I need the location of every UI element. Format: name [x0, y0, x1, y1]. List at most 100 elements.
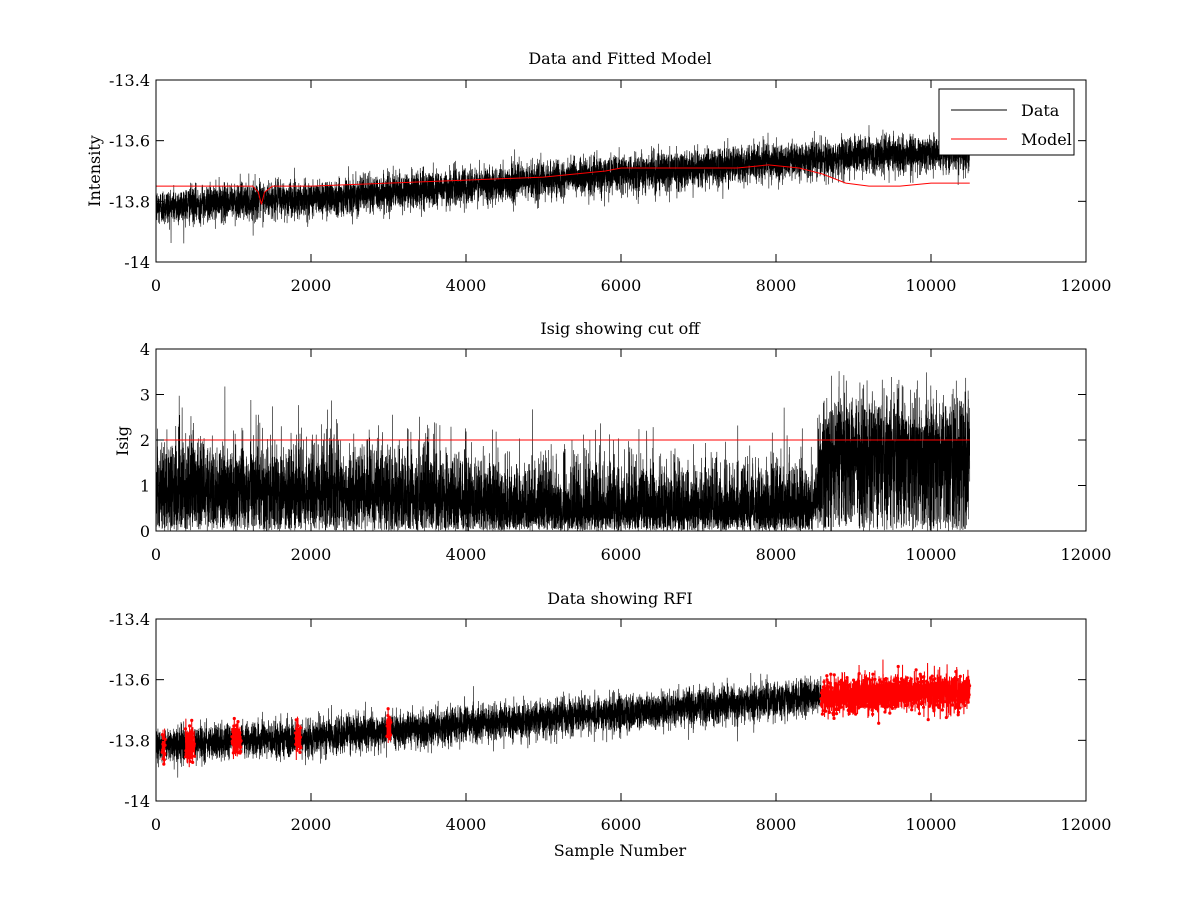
rfi-point	[825, 674, 829, 678]
legend-model-label: Model	[1021, 130, 1072, 149]
rfi-point	[870, 708, 874, 712]
y-tick-label: -14	[124, 253, 150, 272]
rfi-point	[872, 683, 876, 687]
rfi-point	[188, 724, 192, 728]
x-tick-label: 8000	[756, 545, 797, 564]
rfi-point	[905, 676, 909, 680]
y-tick-label: 2	[140, 431, 150, 450]
rfi-point	[236, 720, 240, 724]
rfi-point	[871, 672, 875, 676]
y-tick-label: 1	[140, 477, 150, 496]
rfi-point	[930, 674, 934, 678]
rfi-point	[939, 692, 943, 696]
rfi-point	[932, 708, 936, 712]
x-tick-label: 6000	[601, 815, 642, 834]
rfi-point	[834, 683, 838, 687]
rfi-point	[875, 707, 880, 711]
rfi-point	[929, 697, 933, 701]
rfi-point	[859, 696, 863, 700]
rfi-point	[857, 672, 861, 676]
series-isig-line	[156, 371, 971, 531]
rfi-point	[824, 701, 828, 705]
rfi-point	[238, 731, 242, 735]
rfi-point	[829, 686, 834, 690]
rfi-point	[914, 668, 918, 672]
rfi-point	[953, 698, 957, 702]
rfi-point	[873, 677, 877, 681]
panel-isig-cutoff: Isig showing cut off Isig 0 2000 4000 6000 8…	[113, 319, 1111, 564]
rfi-point	[871, 686, 876, 691]
x-tick-label: 8000	[756, 815, 797, 834]
rfi-point	[914, 692, 919, 696]
rfi-point	[230, 735, 234, 739]
rfi-point	[964, 694, 969, 699]
panel-2-ticks: 0 2000 4000 6000 8000 10000 12000 0 1 2 3 4	[140, 340, 1112, 564]
rfi-point	[962, 690, 966, 694]
rfi-point	[912, 694, 916, 698]
rfi-point	[829, 672, 833, 676]
rfi-point	[863, 687, 867, 691]
rfi-point	[846, 683, 851, 688]
rfi-point	[237, 734, 241, 739]
rfi-point	[837, 707, 841, 712]
panel-1-title: Data and Fitted Model	[528, 49, 711, 68]
rfi-point	[888, 711, 892, 715]
x-tick-label: 12000	[1061, 815, 1112, 834]
rfi-point	[820, 712, 825, 716]
rfi-point	[894, 692, 898, 696]
rfi-point	[160, 733, 165, 737]
rfi-point	[844, 692, 848, 696]
rfi-point	[864, 680, 869, 684]
rfi-point	[238, 749, 243, 753]
rfi-point	[918, 683, 923, 687]
rfi-point	[912, 701, 916, 705]
y-tick-label: -13.4	[109, 610, 150, 629]
rfi-point	[941, 683, 945, 687]
rfi-point	[846, 708, 850, 712]
rfi-point	[921, 679, 925, 684]
rfi-point	[831, 713, 836, 717]
rfi-point	[910, 708, 914, 712]
x-tick-label: 4000	[446, 276, 487, 295]
rfi-point	[855, 690, 859, 694]
rfi-point	[824, 709, 828, 713]
y-tick-label: 3	[140, 386, 150, 405]
rfi-point	[967, 686, 971, 690]
rfi-point	[958, 683, 962, 687]
legend-box	[938, 88, 1075, 156]
rfi-point	[893, 682, 897, 687]
rfi-point	[183, 727, 188, 731]
rfi-point	[936, 696, 940, 700]
y-tick-label: -13.4	[109, 71, 150, 90]
rfi-point	[190, 732, 195, 736]
rfi-point	[294, 718, 298, 722]
x-tick-label: 0	[151, 545, 161, 564]
rfi-point	[938, 700, 942, 704]
rfi-point	[905, 703, 909, 708]
x-tick-label: 6000	[601, 545, 642, 564]
rfi-point	[847, 712, 851, 716]
rfi-point	[850, 709, 854, 713]
rfi-point	[927, 704, 931, 708]
rfi-point	[188, 738, 192, 742]
x-tick-label: 2000	[291, 815, 332, 834]
rfi-point	[298, 735, 302, 739]
rfi-point	[859, 691, 863, 695]
rfi-point	[188, 752, 192, 756]
rfi-point	[876, 688, 881, 692]
rfi-point	[857, 679, 861, 683]
rfi-point	[925, 690, 929, 694]
rfi-point	[191, 760, 195, 765]
rfi-point	[882, 701, 886, 705]
rfi-point	[184, 755, 188, 759]
rfi-point	[855, 696, 859, 700]
rfi-point	[935, 684, 939, 688]
rfi-point	[910, 704, 914, 708]
series-data-line	[156, 125, 971, 244]
rfi-point	[821, 709, 825, 713]
rfi-point	[963, 681, 967, 685]
rfi-point	[917, 686, 921, 691]
rfi-point	[389, 720, 393, 724]
rfi-point	[882, 693, 887, 698]
rfi-point	[909, 680, 913, 684]
